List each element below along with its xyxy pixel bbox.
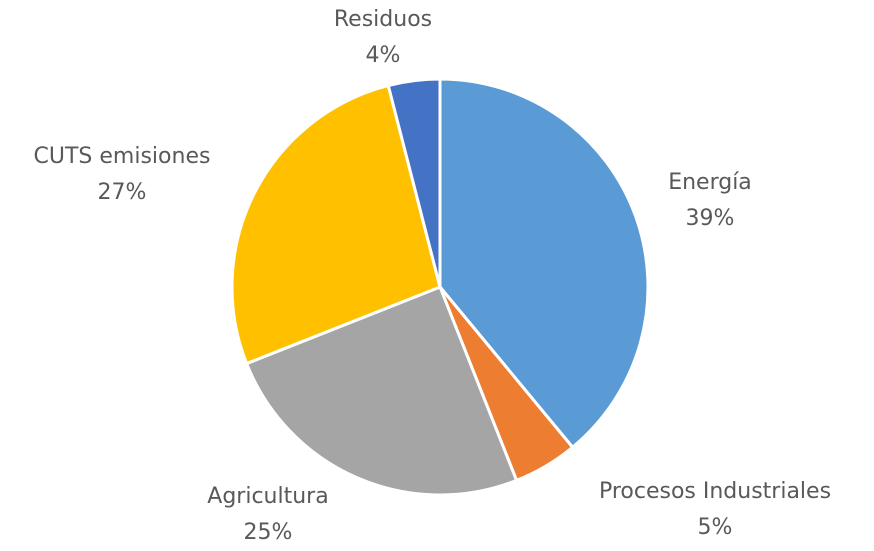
value-label: 4%	[366, 43, 401, 68]
pie-slice	[244, 285, 519, 497]
value-label: 5%	[698, 515, 733, 540]
pie-slice	[386, 77, 442, 288]
pie-slice	[230, 83, 442, 366]
value-label: 25%	[244, 520, 293, 545]
category-label: CUTS emisiones	[34, 144, 211, 169]
pie-slice	[438, 77, 650, 450]
category-label: Energía	[668, 170, 752, 195]
value-label: 27%	[98, 180, 147, 205]
category-label: Procesos Industriales	[599, 479, 831, 504]
value-label: 39%	[686, 206, 735, 231]
category-label: Agricultura	[207, 484, 328, 509]
category-label: Residuos	[334, 7, 432, 32]
